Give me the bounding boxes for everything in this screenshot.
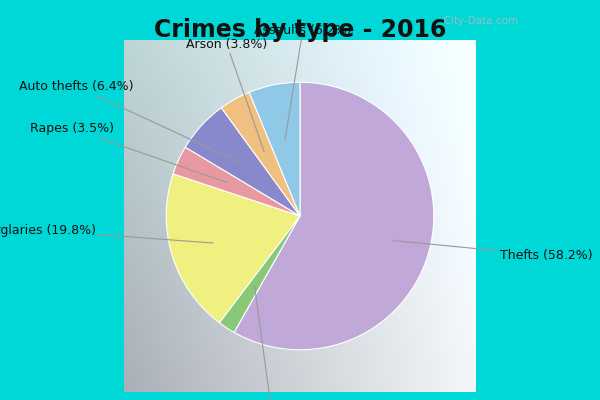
Text: Arson (3.8%): Arson (3.8%) bbox=[186, 38, 268, 152]
Wedge shape bbox=[185, 108, 300, 216]
Text: Rapes (3.5%): Rapes (3.5%) bbox=[30, 122, 227, 182]
Wedge shape bbox=[234, 82, 434, 350]
Text: Assaults (6.2%): Assaults (6.2%) bbox=[254, 24, 352, 140]
Wedge shape bbox=[249, 82, 300, 216]
Text: Robberies (2.1%): Robberies (2.1%) bbox=[218, 285, 326, 400]
Text: Burglaries (19.8%): Burglaries (19.8%) bbox=[0, 224, 213, 243]
Text: Thefts (58.2%): Thefts (58.2%) bbox=[393, 240, 593, 262]
Text: City-Data.com: City-Data.com bbox=[437, 16, 518, 26]
Text: Auto thefts (6.4%): Auto thefts (6.4%) bbox=[19, 80, 243, 164]
Wedge shape bbox=[173, 147, 300, 216]
Wedge shape bbox=[166, 174, 300, 323]
Wedge shape bbox=[221, 92, 300, 216]
Wedge shape bbox=[220, 216, 300, 332]
Text: Crimes by type - 2016: Crimes by type - 2016 bbox=[154, 18, 446, 42]
